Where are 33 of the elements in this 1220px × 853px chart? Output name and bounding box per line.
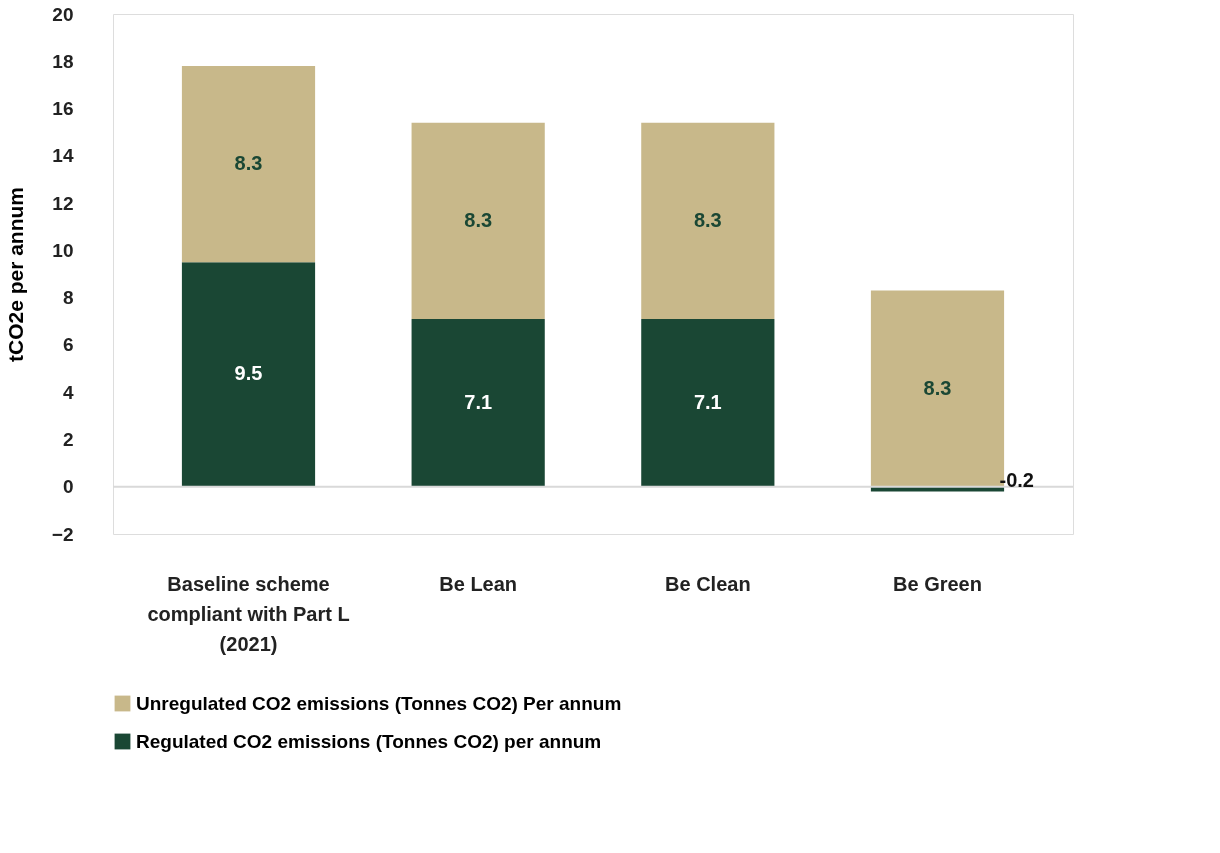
bar xyxy=(411,318,545,487)
bar xyxy=(181,262,316,487)
x-tick-label: Be Lean xyxy=(439,572,518,595)
data-label: -0.2 xyxy=(999,469,1034,492)
y-tick-label: 2 xyxy=(62,428,74,450)
data-label: 7.1 xyxy=(693,390,722,413)
y-tick-label: 0 xyxy=(62,476,74,498)
data-label: 9.5 xyxy=(234,362,263,385)
x-tick-label: Be Clean xyxy=(665,572,751,595)
bar xyxy=(411,122,545,319)
y-tick-label: 14 xyxy=(52,145,74,167)
data-label: 8.3 xyxy=(234,152,263,175)
y-tick-label: −2 xyxy=(51,523,74,545)
y-tick-label: 20 xyxy=(52,3,74,25)
bar xyxy=(641,122,775,319)
y-tick-label: 12 xyxy=(52,192,74,214)
y-tick-label: 8 xyxy=(62,287,74,309)
x-tick-label: Be Green xyxy=(893,572,982,595)
data-label: 8.3 xyxy=(693,208,722,231)
y-tick-label: 6 xyxy=(62,334,74,356)
legend-label: Unregulated CO2 emissions (Tonnes CO2) Per annum xyxy=(136,692,622,714)
y-axis-title: tCO2e per annum xyxy=(3,186,27,363)
y-tick-label: 16 xyxy=(52,98,74,120)
bar xyxy=(641,318,775,487)
data-label: 8.3 xyxy=(464,208,493,231)
y-tick-label: 18 xyxy=(52,50,74,72)
y-tick-label: 10 xyxy=(52,239,74,261)
bar xyxy=(181,66,316,263)
data-label: 8.3 xyxy=(923,376,952,399)
data-label: 7.1 xyxy=(464,390,493,413)
legend-label: Regulated CO2 emissions (Tonnes CO2) per annum xyxy=(136,730,602,752)
x-tick-label: Baseline scheme compliant with Part L (2021) xyxy=(147,572,350,655)
y-tick-label: 4 xyxy=(62,381,74,403)
